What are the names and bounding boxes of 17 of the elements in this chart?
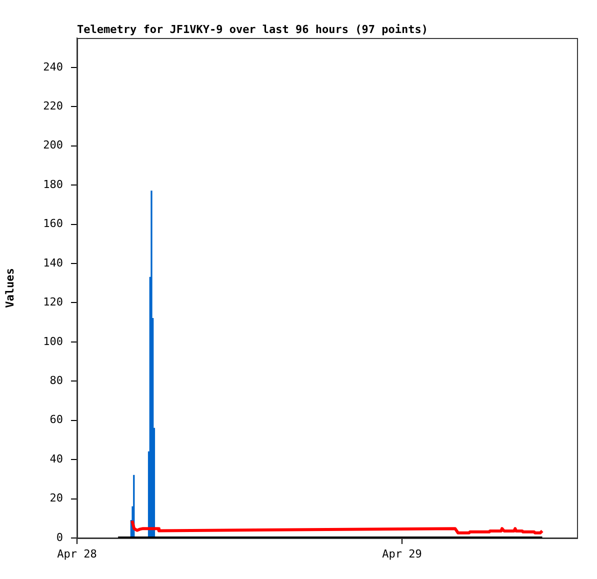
x-tick-label: Apr 28: [57, 547, 97, 560]
y-tick-label: 200: [43, 138, 63, 152]
y-tick-label: 180: [43, 178, 63, 191]
y-tick-label: 220: [43, 99, 63, 112]
y-tick-label: 40: [50, 452, 63, 466]
y-tick-label: 0: [56, 530, 63, 544]
y-tick-label: 100: [43, 334, 63, 348]
y-tick-label: 120: [43, 296, 63, 309]
y-axis-title: Values: [3, 268, 16, 308]
x-tick-label: Apr 29: [382, 547, 422, 560]
y-tick-label: 20: [50, 492, 63, 505]
chart-title: Telemetry for JF1VKY-9 over last 96 hours (97 points): [77, 23, 428, 36]
y-tick-label: 240: [43, 60, 63, 74]
y-tick-label: 140: [43, 256, 63, 270]
y-tick-label: 160: [43, 217, 63, 230]
y-tick-label: 60: [50, 413, 63, 426]
y-tick-label: 80: [50, 374, 63, 387]
